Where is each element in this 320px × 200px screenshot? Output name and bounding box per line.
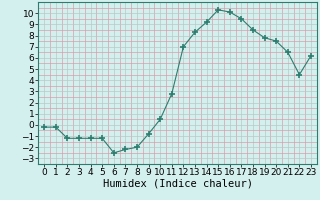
X-axis label: Humidex (Indice chaleur): Humidex (Indice chaleur)	[103, 179, 252, 189]
